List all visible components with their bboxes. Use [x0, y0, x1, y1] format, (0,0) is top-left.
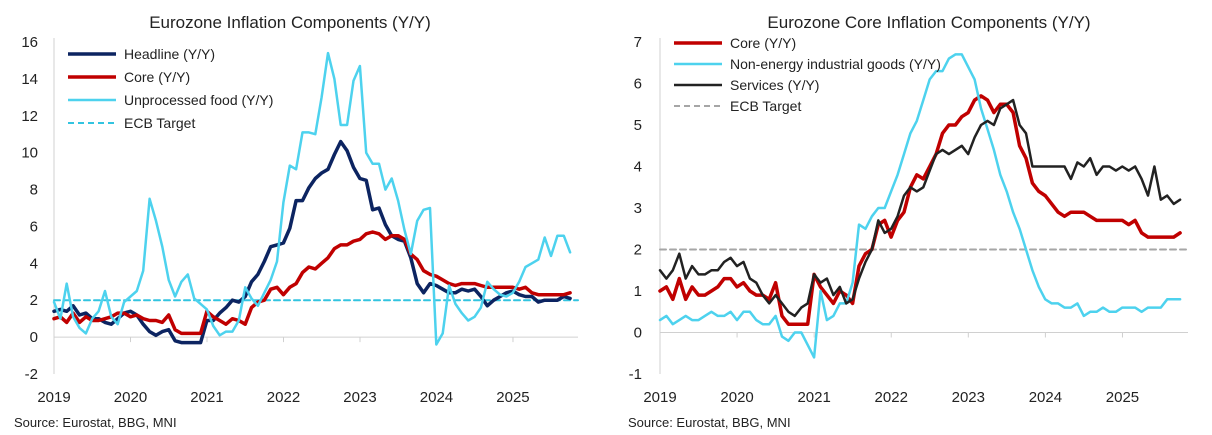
left-chart: Eurozone Inflation Components (Y/Y) -2 0 2… — [14, 13, 579, 430]
x-tick-label: 2025 — [1106, 389, 1139, 406]
y-tick-label: 12 — [21, 108, 38, 125]
legend-label-target: ECB Target — [124, 115, 195, 131]
axis-layer: -1 0 1 2 3 4 5 6 7 2019 2020 2021 2022 2023 2024 2025 — [629, 34, 1188, 406]
legend-label-unprocessed: Unprocessed food (Y/Y) — [124, 92, 273, 108]
legend-label-nei: Non-energy industrial goods (Y/Y) — [730, 56, 941, 72]
y-tick-label: 5 — [634, 117, 642, 134]
chart-title: Eurozone Inflation Components (Y/Y) — [149, 13, 431, 32]
legend-label-headline: Headline (Y/Y) — [124, 46, 215, 62]
y-tick-label: 16 — [21, 34, 38, 51]
y-tick-label: 4 — [634, 159, 642, 176]
series-line-core — [658, 94, 1182, 326]
y-tick-label: 6 — [30, 218, 38, 235]
y-tick-label: 0 — [30, 329, 38, 346]
x-tick-label: 2023 — [952, 389, 985, 406]
x-tick-label: 2022 — [875, 389, 908, 406]
series-line-core — [52, 230, 572, 336]
y-tick-label: -1 — [629, 366, 642, 383]
series-line-services — [658, 98, 1182, 318]
y-tick-label: 2 — [634, 242, 642, 259]
series-line-nei — [658, 53, 1182, 359]
x-tick-label: 2021 — [190, 389, 223, 406]
legend-label-core: Core (Y/Y) — [124, 69, 190, 85]
x-tick-label: 2021 — [797, 389, 830, 406]
y-tick-label: 2 — [30, 292, 38, 309]
y-tick-label: 8 — [30, 182, 38, 199]
series-layer — [52, 51, 579, 346]
chart-title: Eurozone Core Inflation Components (Y/Y) — [767, 13, 1090, 32]
axis-layer: -2 0 2 4 6 8 10 12 14 16 2019 2020 2021 2022 2023 2024 2… — [21, 34, 578, 406]
legend-label-core: Core (Y/Y) — [730, 35, 796, 51]
y-tick-label: 10 — [21, 145, 38, 162]
y-tick-label: 0 — [634, 325, 642, 342]
x-tick-label: 2019 — [37, 389, 70, 406]
right-chart-panel: Eurozone Core Inflation Components (Y/Y)… — [606, 0, 1212, 435]
y-tick-label: 7 — [634, 34, 642, 51]
y-tick-label: 14 — [21, 71, 38, 88]
source-note: Source: Eurostat, BBG, MNI — [14, 415, 177, 430]
legend-label-services: Services (Y/Y) — [730, 77, 819, 93]
source-note: Source: Eurostat, BBG, MNI — [628, 415, 791, 430]
series-layer — [658, 53, 1189, 359]
x-tick-label: 2022 — [267, 389, 300, 406]
series-line-headline — [52, 139, 572, 345]
legend-label-target: ECB Target — [730, 98, 801, 114]
left-chart-panel: Eurozone Inflation Components (Y/Y) -2 0 2… — [14, 13, 579, 430]
y-tick-label: 4 — [30, 255, 38, 272]
x-tick-label: 2024 — [1029, 389, 1062, 406]
x-tick-label: 2024 — [420, 389, 453, 406]
right-chart: Eurozone Core Inflation Components (Y/Y)… — [628, 13, 1189, 430]
y-tick-label: 1 — [634, 283, 642, 300]
y-tick-label: -2 — [25, 366, 38, 383]
x-tick-label: 2019 — [643, 389, 676, 406]
x-tick-label: 2025 — [496, 389, 529, 406]
legend: Core (Y/Y) Non-energy industrial goods (… — [674, 35, 941, 114]
legend: Headline (Y/Y) Core (Y/Y) Unprocessed fo… — [68, 46, 273, 131]
x-tick-label: 2020 — [114, 389, 147, 406]
x-tick-label: 2020 — [720, 389, 753, 406]
x-tick-label: 2023 — [343, 389, 376, 406]
y-tick-label: 3 — [634, 200, 642, 217]
series-line-unprocessed — [52, 51, 572, 346]
y-tick-label: 6 — [634, 76, 642, 93]
